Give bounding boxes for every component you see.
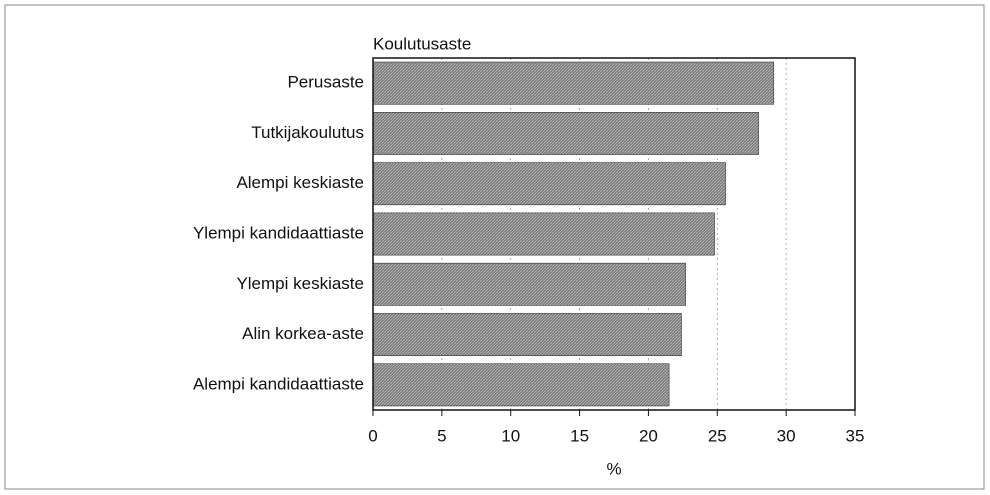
bar <box>372 313 682 356</box>
x-tick-label: 20 <box>639 426 658 445</box>
x-tick-label: 25 <box>708 426 727 445</box>
chart-title: Koulutusaste <box>373 34 471 53</box>
x-tick-label: 30 <box>777 426 796 445</box>
bar <box>372 112 759 155</box>
y-tick-label: Perusaste <box>287 73 364 92</box>
y-tick-label: Ylempi kandidaattiaste <box>193 223 364 242</box>
bar <box>372 61 775 105</box>
x-tick-label: 0 <box>368 426 377 445</box>
y-tick-label: Tutkijakoulutus <box>251 123 364 142</box>
bar <box>372 262 686 306</box>
x-tick-label: 5 <box>437 426 446 445</box>
x-tick-label: 35 <box>846 426 865 445</box>
y-tick-label: Alin korkea-aste <box>242 324 364 343</box>
plot-frame <box>372 57 856 411</box>
y-tick-label: Alempi kandidaattiaste <box>193 374 364 393</box>
bar <box>372 363 670 407</box>
y-tick-label: Alempi keskiaste <box>236 173 364 192</box>
x-tick-label: 15 <box>570 426 589 445</box>
y-tick-label: Ylempi keskiaste <box>236 274 364 293</box>
x-tick-label: 10 <box>501 426 520 445</box>
bar <box>372 212 715 256</box>
frame <box>4 4 985 490</box>
bar <box>372 162 726 206</box>
x-axis-label: % <box>606 459 621 478</box>
